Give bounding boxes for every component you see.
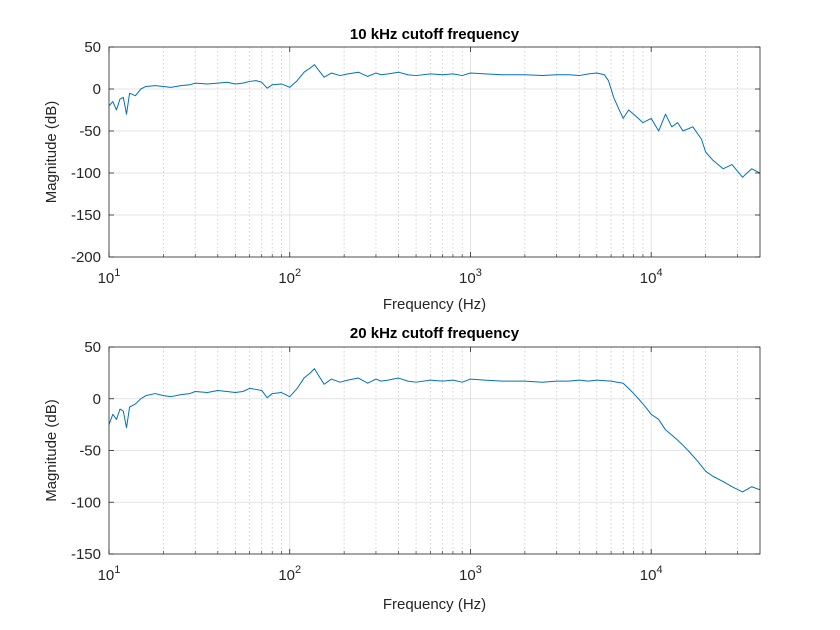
y-tick-label: -100 [71,494,101,511]
y-tick-label: -50 [79,443,101,460]
x-tick-base: 10 [640,270,657,287]
series-line [109,64,760,178]
y-tick-label: -200 [71,249,101,266]
x-tick-exponent: 2 [295,564,301,576]
x-tick-exponent: 2 [295,267,301,279]
x-tick-exponent: 3 [476,267,482,279]
x-tick-exponent: 4 [656,267,662,279]
x-tick-base: 10 [278,567,295,584]
y-tick-label: -150 [71,207,101,224]
x-tick-base: 10 [98,567,115,584]
x-tick-label: 102 [278,267,301,287]
x-tick-exponent: 1 [114,564,120,576]
x-tick-exponent: 3 [476,564,482,576]
x-axis-label: Frequency (Hz) [383,296,486,313]
y-axis-label: Magnitude (dB) [43,399,60,502]
x-axis-label: Frequency (Hz) [383,596,486,613]
y-tick-label: -100 [71,165,101,182]
minor-grid [163,47,738,257]
plot-area [109,47,760,257]
x-tick-base: 10 [640,567,657,584]
chart-title: 20 kHz cutoff frequency [350,325,520,342]
series-line [109,368,760,493]
y-tick-label: 0 [93,391,101,408]
y-axis-label: Magnitude (dB) [43,101,60,204]
x-axis: 101 102 103 104 [98,47,738,287]
y-tick-label: -150 [71,546,101,563]
y-axis: 50 0 -50 -100 -150 [71,339,760,563]
x-tick-label: 103 [459,267,482,287]
y-tick-label: -50 [79,123,101,140]
x-tick-label: 102 [278,564,301,584]
minor-grid [163,347,738,554]
x-tick-base: 10 [459,270,476,287]
y-tick-label: 0 [93,81,101,98]
chart-title: 10 kHz cutoff frequency [350,26,520,43]
x-tick-label: 104 [640,267,663,287]
x-tick-label: 101 [98,267,121,287]
x-axis: 101 102 103 104 [98,347,738,584]
x-tick-label: 103 [459,564,482,584]
x-tick-exponent: 4 [656,564,662,576]
x-tick-label: 104 [640,564,663,584]
x-tick-base: 10 [98,270,115,287]
y-tick-label: 50 [84,39,101,56]
axes-box [108,46,761,258]
x-tick-base: 10 [459,567,476,584]
y-tick-label: 50 [84,339,101,356]
x-tick-base: 10 [278,270,295,287]
x-tick-exponent: 1 [114,267,120,279]
y-axis: 50 0 -50 -100 -150 -200 [71,39,760,266]
x-tick-label: 101 [98,564,121,584]
